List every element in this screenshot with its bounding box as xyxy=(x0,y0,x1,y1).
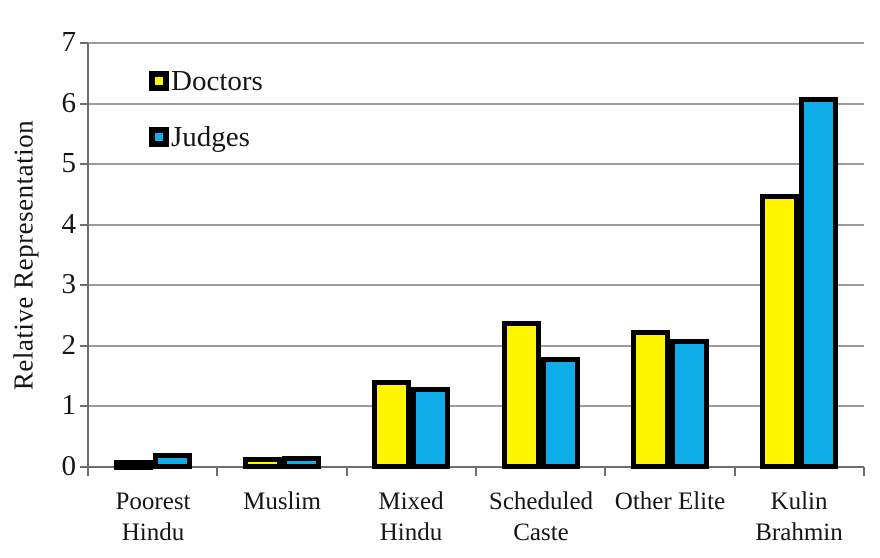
y-tick-mark xyxy=(80,163,88,166)
legend-swatch-judges-icon xyxy=(149,127,169,147)
y-tick-mark xyxy=(80,466,88,468)
legend-item-doctors: Doctors xyxy=(149,64,263,98)
legend-swatch-doctors-icon xyxy=(149,71,169,91)
bar-doctors xyxy=(631,330,670,469)
y-tick-mark xyxy=(80,42,88,44)
bar-doctors xyxy=(502,321,541,469)
bar-judges xyxy=(799,97,838,469)
x-tick-mark xyxy=(216,467,219,476)
x-category-label: Kulin Brahmin xyxy=(755,488,843,546)
x-tick-mark xyxy=(733,467,736,476)
bar-judges xyxy=(153,453,192,469)
gridline xyxy=(88,405,864,408)
x-category-label: Muslim xyxy=(243,488,321,515)
bar-doctors xyxy=(114,460,153,470)
x-tick-mark xyxy=(87,467,89,476)
y-tick-mark xyxy=(80,405,88,408)
bar-doctors xyxy=(760,194,799,469)
bar-judges xyxy=(282,456,321,469)
y-tick-label: 5 xyxy=(61,147,77,180)
bar-judges xyxy=(411,387,450,469)
y-tick-label: 2 xyxy=(61,328,77,361)
bar-judges xyxy=(670,339,709,469)
legend-label-doctors: Doctors xyxy=(171,65,263,97)
gridline xyxy=(88,102,864,105)
y-tick-mark xyxy=(80,284,88,287)
gridline xyxy=(88,223,864,226)
bar-judges xyxy=(541,357,580,469)
gridline xyxy=(88,163,864,166)
x-tick-mark xyxy=(345,467,348,476)
bar-doctors xyxy=(243,457,282,469)
legend: Doctors Judges xyxy=(149,64,263,176)
x-category-label: Other Elite xyxy=(614,488,726,515)
y-axis-line xyxy=(87,43,89,476)
y-tick-label: 7 xyxy=(61,25,77,58)
x-category-label: Mixed Hindu xyxy=(378,488,444,546)
x-category-label: Scheduled Caste xyxy=(488,488,594,546)
x-tick-mark xyxy=(863,467,865,476)
gridline xyxy=(88,42,864,44)
y-tick-mark xyxy=(80,223,88,226)
y-tick-label: 6 xyxy=(61,86,77,119)
legend-item-judges: Judges xyxy=(149,120,263,154)
y-axis-title: Relative Representation xyxy=(8,119,39,391)
bar-doctors xyxy=(372,380,411,469)
y-tick-label: 1 xyxy=(61,389,77,422)
gridline xyxy=(88,344,864,347)
y-tick-mark xyxy=(80,344,88,347)
y-tick-label: 0 xyxy=(61,449,77,482)
y-tick-label: 3 xyxy=(61,268,77,301)
legend-label-judges: Judges xyxy=(171,121,250,153)
x-tick-mark xyxy=(475,467,477,476)
y-tick-label: 4 xyxy=(61,207,77,240)
gridline xyxy=(88,284,864,287)
y-tick-mark xyxy=(80,102,88,105)
x-tick-mark xyxy=(604,467,607,476)
x-category-label: Poorest Hindu xyxy=(115,488,191,546)
